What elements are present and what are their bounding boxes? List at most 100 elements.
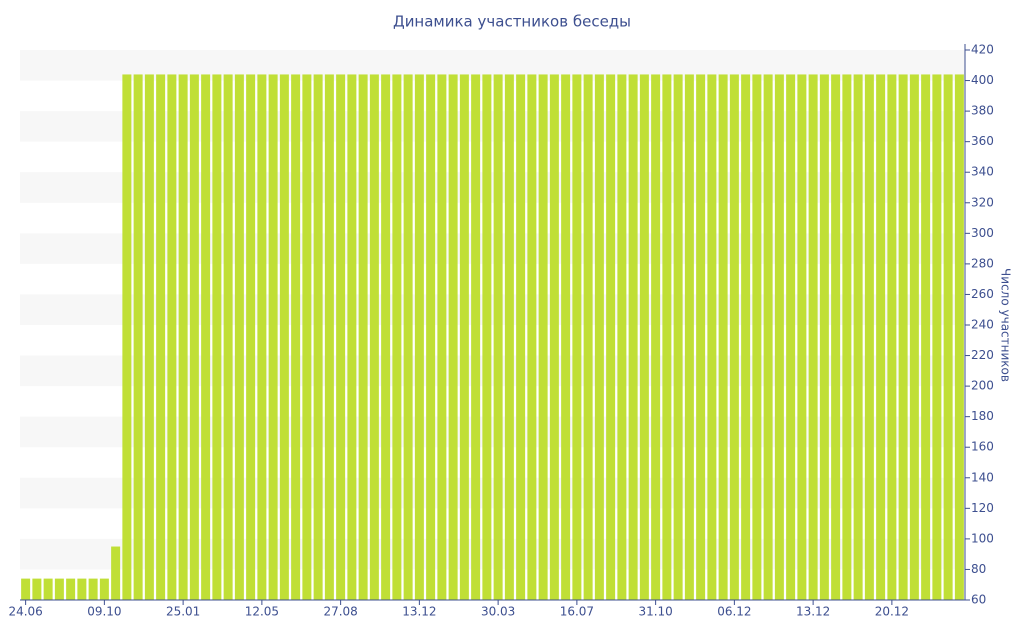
bar: [493, 74, 503, 600]
bar: [156, 74, 166, 600]
bar: [471, 74, 481, 600]
bar: [797, 74, 807, 600]
chart-title: Динамика участников беседы: [393, 13, 631, 31]
bar: [347, 74, 357, 600]
x-tick-label: 09.10: [87, 605, 121, 619]
bar: [628, 74, 638, 600]
bar: [707, 74, 717, 600]
grid-band: [20, 172, 965, 203]
bar: [718, 74, 728, 600]
x-tick-label: 16.07: [560, 605, 594, 619]
bar: [189, 74, 199, 600]
x-tick-label: 31.10: [638, 605, 672, 619]
y-tick-label: 220: [971, 348, 994, 362]
bar: [403, 74, 413, 600]
bar: [381, 74, 391, 600]
bar: [921, 74, 931, 600]
bar: [324, 74, 334, 600]
y-tick-label: 80: [971, 562, 986, 576]
bar: [313, 74, 323, 600]
grid-band: [20, 477, 965, 509]
bar: [583, 74, 593, 600]
bar: [673, 74, 683, 600]
bar: [268, 74, 278, 600]
bar: [606, 74, 616, 600]
y-tick-label: 320: [971, 195, 994, 209]
bar: [572, 74, 582, 600]
bar: [122, 74, 132, 600]
bar: [898, 74, 908, 600]
bar: [786, 74, 796, 600]
bar: [538, 74, 548, 600]
x-tick-label: 30.03: [481, 605, 515, 619]
bar: [21, 578, 31, 600]
bar: [32, 578, 42, 600]
bar: [864, 74, 874, 600]
bar: [66, 578, 76, 600]
bar: [279, 74, 289, 600]
bar: [853, 74, 863, 600]
bar: [594, 74, 604, 600]
bar: [909, 74, 919, 600]
y-tick-label: 120: [971, 501, 994, 515]
bar: [358, 74, 368, 600]
bar: [527, 74, 537, 600]
bar: [887, 74, 897, 600]
y-tick-label: 360: [971, 134, 994, 148]
x-tick-label: 27.08: [323, 605, 357, 619]
bar: [437, 74, 447, 600]
y-tick-label: 240: [971, 318, 994, 332]
bar: [246, 74, 256, 600]
bar: [448, 74, 458, 600]
bar: [504, 74, 514, 600]
y-tick-label: 180: [971, 409, 994, 423]
y-tick-label: 100: [971, 531, 994, 545]
bar: [561, 74, 571, 600]
grid-band: [20, 50, 965, 81]
bar: [111, 546, 121, 600]
bar: [774, 74, 784, 600]
grid-band: [20, 294, 965, 325]
y-tick-label: 300: [971, 226, 994, 240]
bar: [549, 74, 559, 600]
bar: [88, 578, 98, 600]
bar: [167, 74, 177, 600]
bar: [459, 74, 469, 600]
bar: [234, 74, 244, 600]
y-tick-label: 60: [971, 593, 986, 607]
y-tick-label: 260: [971, 287, 994, 301]
x-tick-label: 13.12: [796, 605, 830, 619]
x-tick-label: 06.12: [717, 605, 751, 619]
grid-band: [20, 355, 965, 387]
x-tick-label: 24.06: [8, 605, 42, 619]
bar: [729, 74, 739, 600]
bar: [842, 74, 852, 600]
bar: [763, 74, 773, 600]
y-tick-label: 340: [971, 165, 994, 179]
bar: [808, 74, 818, 600]
bar: [414, 74, 424, 600]
bar: [133, 74, 143, 600]
bar: [482, 74, 492, 600]
y-tick-label: 140: [971, 470, 994, 484]
bar: [831, 74, 841, 600]
bar: [651, 74, 661, 600]
bar: [43, 578, 53, 600]
bar: [302, 74, 312, 600]
y-tick-label: 200: [971, 379, 994, 393]
bar: [684, 74, 694, 600]
grid-band: [20, 416, 965, 448]
bar: [392, 74, 402, 600]
grid-band: [20, 111, 965, 142]
x-tick-label: 12.05: [245, 605, 279, 619]
bar: [144, 74, 154, 600]
bar: [819, 74, 829, 600]
bar: [336, 74, 346, 600]
y-tick-label: 420: [971, 43, 994, 57]
bar: [257, 74, 267, 600]
bar: [426, 74, 436, 600]
x-tick-label: 20.12: [875, 605, 909, 619]
bar: [752, 74, 762, 600]
bar: [99, 578, 109, 600]
